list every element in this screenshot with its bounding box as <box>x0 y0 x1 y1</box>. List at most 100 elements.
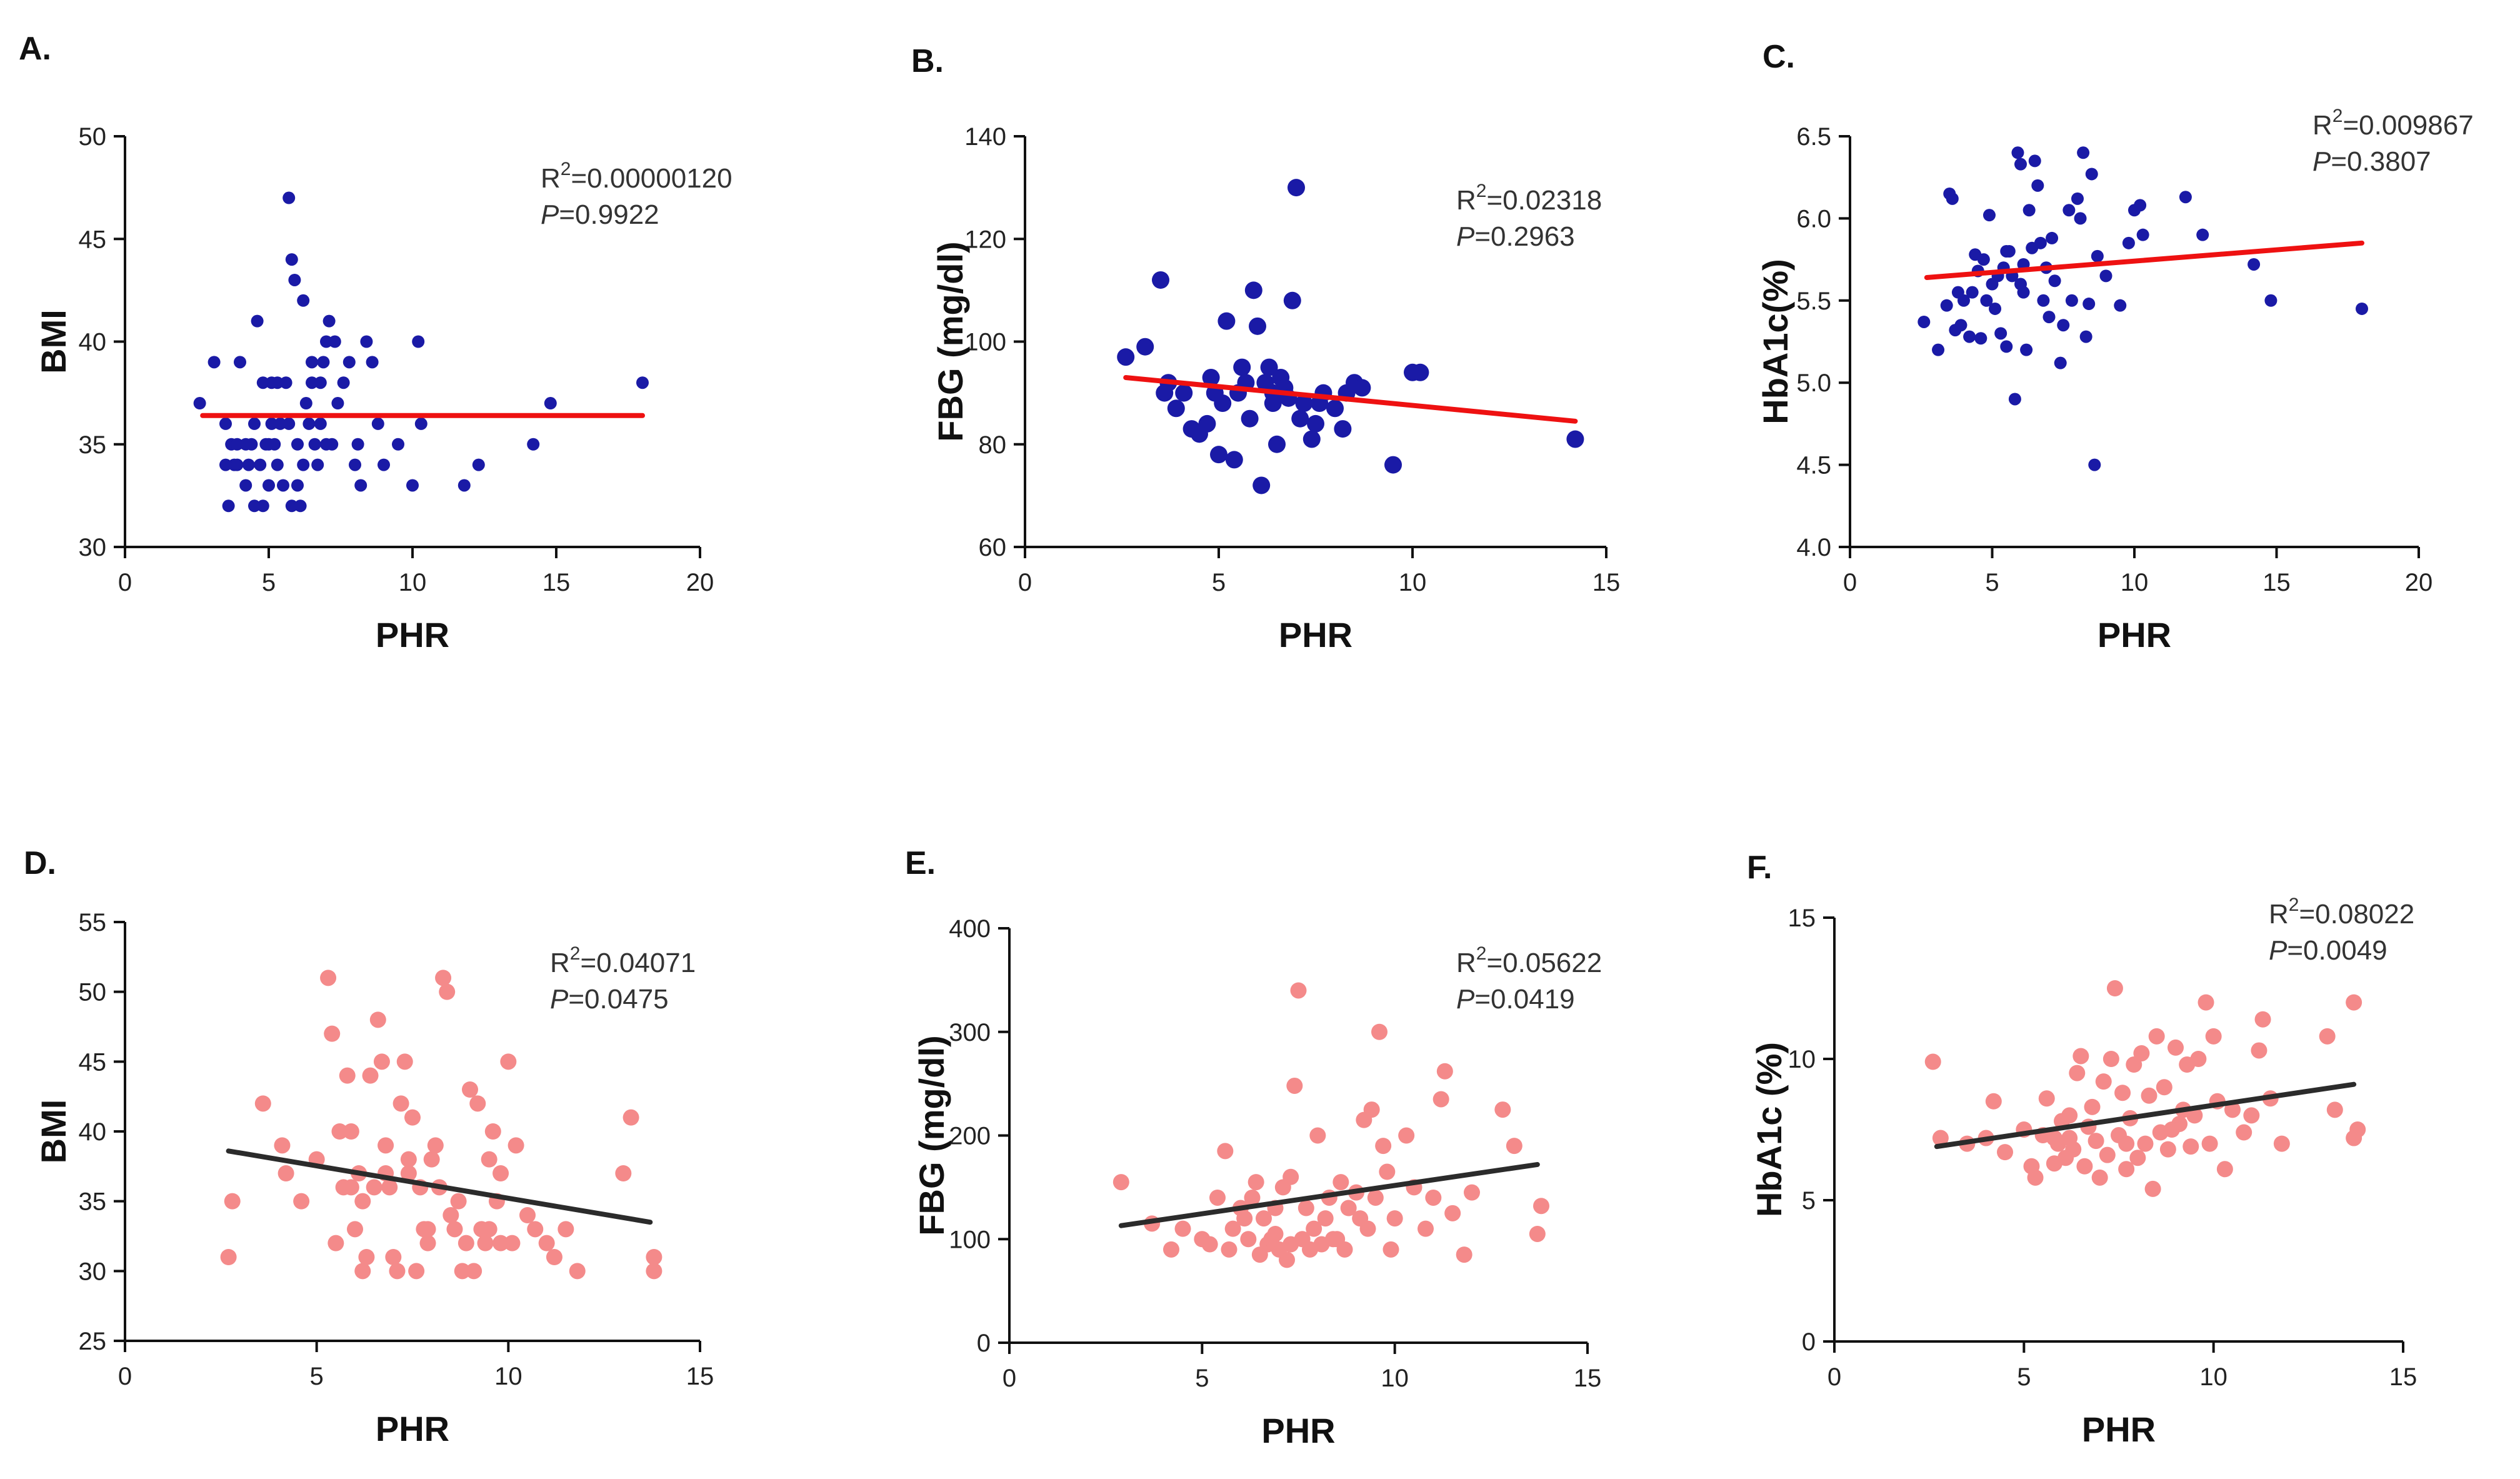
x-axis-label: PHR <box>1261 1411 1335 1450</box>
data-point <box>256 376 269 389</box>
data-point <box>1307 414 1324 433</box>
data-point <box>265 417 278 430</box>
data-point <box>1982 209 1996 222</box>
data-point <box>1175 384 1193 402</box>
r-squared-value: =0.05622 <box>1486 948 1602 978</box>
data-point <box>1236 1210 1253 1227</box>
data-point <box>558 1221 574 1238</box>
r-squared-superscript: 2 <box>2332 106 2343 126</box>
data-point <box>1367 1189 1384 1206</box>
data-point <box>2077 146 2090 159</box>
data-point <box>2095 1073 2112 1090</box>
data-point <box>1210 446 1228 464</box>
data-point <box>2014 158 2027 171</box>
y-tick-label: 50 <box>79 979 107 1006</box>
y-axis-label: BMI <box>34 309 73 374</box>
data-point <box>1249 317 1266 335</box>
y-tick-label: 0 <box>1802 1328 1816 1356</box>
data-point <box>1218 312 1236 330</box>
data-point <box>1529 1225 1546 1242</box>
data-point <box>406 479 419 492</box>
y-tick-label: 35 <box>79 1188 107 1216</box>
data-point <box>2088 458 2101 471</box>
data-point <box>1317 1210 1334 1227</box>
data-point <box>2011 146 2024 159</box>
data-point <box>1418 1220 1434 1237</box>
data-point <box>331 397 344 410</box>
data-point <box>279 376 292 389</box>
data-point <box>2190 1051 2207 1067</box>
y-tick-label: 30 <box>79 534 107 561</box>
data-point <box>2091 1169 2108 1186</box>
data-point <box>1156 384 1174 402</box>
data-point <box>331 1123 348 1140</box>
y-tick-label: 4.0 <box>1796 534 1831 561</box>
y-tick-label: 100 <box>964 329 1006 356</box>
data-point <box>366 1179 382 1196</box>
data-point <box>458 1235 474 1251</box>
data-point <box>544 397 557 410</box>
data-point <box>435 970 452 986</box>
x-tick-label: 10 <box>2121 569 2149 596</box>
data-point <box>1340 1200 1357 1216</box>
x-tick-label: 5 <box>310 1363 324 1390</box>
r-squared-value: =0.08022 <box>2299 899 2414 930</box>
data-point <box>299 397 312 410</box>
data-point <box>1989 302 2002 315</box>
data-point <box>2114 299 2127 312</box>
data-point <box>1436 1063 1453 1080</box>
data-point <box>282 191 296 204</box>
data-point <box>492 1165 509 1181</box>
data-point <box>1298 1200 1314 1216</box>
data-point <box>419 1221 436 1238</box>
data-point <box>1295 394 1313 413</box>
data-point <box>302 417 316 430</box>
x-tick-label: 5 <box>262 569 276 596</box>
data-point <box>466 1263 482 1280</box>
data-point <box>412 335 425 348</box>
data-point <box>285 499 298 513</box>
data-point <box>324 1025 341 1042</box>
data-point <box>1997 1144 2013 1161</box>
data-point <box>1267 1225 1284 1242</box>
data-point <box>439 983 456 1000</box>
data-point <box>2141 1087 2158 1104</box>
data-point <box>1326 399 1344 418</box>
data-point <box>2038 1090 2055 1107</box>
x-tick-label: 0 <box>118 1363 132 1390</box>
p-value-value: =0.0475 <box>568 984 668 1015</box>
data-point <box>1202 368 1220 386</box>
y-tick-label: 5.0 <box>1796 369 1831 397</box>
data-point <box>1946 192 1959 205</box>
data-point <box>2224 1101 2241 1118</box>
x-tick-label: 5 <box>1985 569 1999 596</box>
data-point <box>1444 1205 1461 1221</box>
data-point <box>446 1221 463 1238</box>
data-point <box>248 499 261 513</box>
data-point <box>320 970 337 986</box>
chart-panel-c: C. 0 5 10 15 20 4.0 4.5 5.0 5.5 6.0 6.5 PHR HbA1c(%) R… <box>1756 39 2474 654</box>
data-point <box>317 356 330 369</box>
y-tick-label: 15 <box>1788 905 1816 932</box>
data-point <box>569 1263 586 1280</box>
x-tick-label: 0 <box>118 569 132 596</box>
panel-label: E. <box>905 845 936 881</box>
data-point <box>262 438 275 451</box>
data-point <box>1966 286 1979 299</box>
p-value-value: =0.0049 <box>2287 935 2387 966</box>
data-point <box>378 458 390 471</box>
data-point <box>277 479 289 492</box>
r-squared-annotation: R2=0.08022 <box>2269 895 2414 930</box>
data-point <box>2264 294 2278 307</box>
data-point <box>2061 1130 2078 1146</box>
data-point <box>358 1249 375 1265</box>
data-point <box>2042 311 2056 324</box>
data-point <box>408 1263 425 1280</box>
data-point <box>484 1123 501 1140</box>
y-tick-label: 120 <box>964 226 1006 253</box>
data-point <box>2251 1042 2268 1059</box>
r-squared-symbol: R <box>541 163 561 194</box>
data-point <box>2000 340 2013 353</box>
data-point <box>1963 330 1976 343</box>
data-point <box>1117 348 1135 366</box>
